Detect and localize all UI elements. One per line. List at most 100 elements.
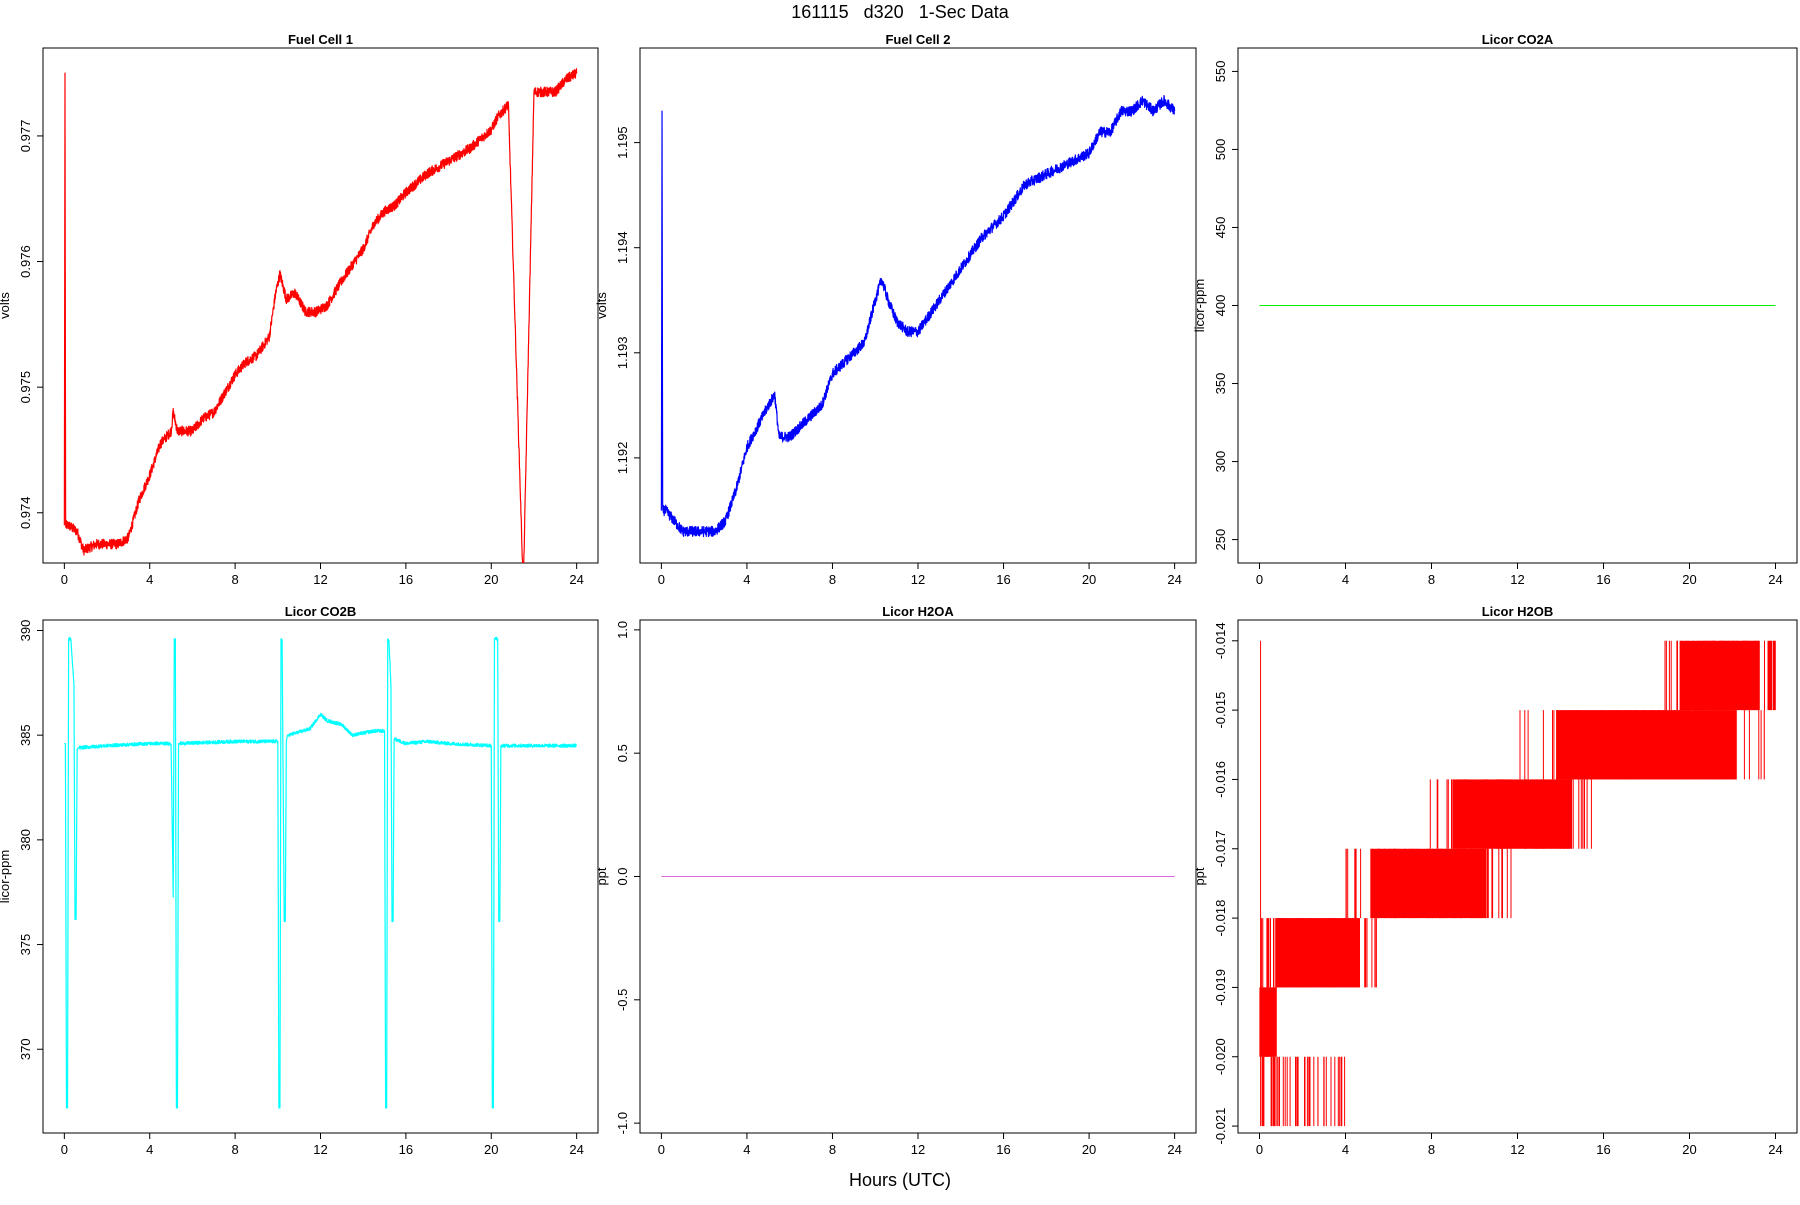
data-band-edges bbox=[1519, 710, 1765, 780]
x-tick-label: 16 bbox=[1596, 572, 1610, 587]
x-tick-label: 8 bbox=[829, 572, 836, 587]
x-tick-label: 20 bbox=[1682, 572, 1696, 587]
data-series-line bbox=[64, 636, 578, 1109]
data-band-edges bbox=[1345, 848, 1512, 919]
y-tick-label: 1.194 bbox=[615, 231, 630, 264]
y-axis-label: ppt bbox=[1192, 867, 1207, 885]
x-tick-label: 24 bbox=[1167, 572, 1181, 587]
y-tick-label: 400 bbox=[1213, 295, 1228, 317]
x-tick-label: 16 bbox=[399, 1142, 413, 1157]
y-tick-label: 370 bbox=[18, 1038, 33, 1060]
y-tick-label: 1.193 bbox=[615, 337, 630, 370]
x-tick-label: 24 bbox=[569, 572, 583, 587]
x-tick-label: 12 bbox=[911, 1142, 925, 1157]
data-band bbox=[1277, 918, 1361, 988]
y-tick-label: 375 bbox=[18, 934, 33, 956]
data-band bbox=[1452, 779, 1572, 849]
y-tick-label: 250 bbox=[1213, 529, 1228, 551]
y-tick-label: 0.0 bbox=[615, 867, 630, 885]
panel-licor_h2oa: Licor H2OA ppt 0 4 8 12 16 20 24 -1.0 -0.5 0.0 0.5 1.… bbox=[594, 604, 1197, 1157]
figure-title: 161115 d320 1-Sec Data bbox=[791, 2, 1009, 22]
data-series-line bbox=[63, 68, 578, 563]
y-tick-label: -0.016 bbox=[1213, 761, 1228, 798]
y-tick-label: -0.5 bbox=[615, 989, 630, 1011]
x-tick-label: 0 bbox=[61, 572, 68, 587]
x-tick-label: 16 bbox=[996, 572, 1010, 587]
panel-title: Licor CO2B bbox=[285, 604, 357, 619]
y-tick-label: 385 bbox=[18, 724, 33, 746]
x-tick-label: 8 bbox=[1428, 1142, 1435, 1157]
panel-title: Fuel Cell 1 bbox=[288, 32, 353, 47]
panel-title: Licor H2OB bbox=[1482, 604, 1554, 619]
x-tick-label: 0 bbox=[658, 1142, 665, 1157]
panel-title: Fuel Cell 2 bbox=[885, 32, 950, 47]
y-tick-label: 1.0 bbox=[615, 621, 630, 639]
data-band-edges bbox=[1261, 918, 1377, 988]
x-tick-label: 16 bbox=[996, 1142, 1010, 1157]
data-band-edges bbox=[1259, 987, 1277, 1057]
panel-fuel_cell_1: Fuel Cell 1 volts 0 4 8 12 16 20 24 0.974 0.975 0.9… bbox=[0, 32, 599, 587]
x-tick-label: 8 bbox=[231, 1142, 238, 1157]
x-tick-label: 24 bbox=[569, 1142, 583, 1157]
x-tick-label: 24 bbox=[1768, 1142, 1782, 1157]
x-tick-label: 24 bbox=[1768, 572, 1782, 587]
x-tick-label: 0 bbox=[1256, 1142, 1263, 1157]
x-tick-label: 8 bbox=[231, 572, 238, 587]
x-tick-label: 20 bbox=[1082, 1142, 1096, 1157]
x-tick-label: 20 bbox=[484, 1142, 498, 1157]
x-tick-label: 4 bbox=[743, 572, 750, 587]
data-band-edges bbox=[1664, 640, 1776, 711]
x-tick-label: 4 bbox=[146, 1142, 153, 1157]
y-tick-label: -0.021 bbox=[1213, 1108, 1228, 1145]
y-axis-label: licor-ppm bbox=[1192, 279, 1207, 332]
x-tick-label: 8 bbox=[1428, 572, 1435, 587]
y-tick-label: 1.195 bbox=[615, 126, 630, 159]
x-tick-label: 0 bbox=[658, 572, 665, 587]
y-tick-label: 500 bbox=[1213, 139, 1228, 161]
x-tick-label: 24 bbox=[1167, 1142, 1181, 1157]
x-tick-label: 12 bbox=[1510, 1142, 1524, 1157]
y-tick-label: -0.018 bbox=[1213, 900, 1228, 937]
x-tick-label: 12 bbox=[313, 1142, 327, 1157]
x-tick-label: 12 bbox=[911, 572, 925, 587]
y-tick-label: 0.975 bbox=[18, 371, 33, 404]
y-tick-label: -0.017 bbox=[1213, 830, 1228, 867]
x-tick-label: 12 bbox=[313, 572, 327, 587]
y-tick-label: 450 bbox=[1213, 217, 1228, 239]
x-tick-label: 4 bbox=[743, 1142, 750, 1157]
x-tick-label: 4 bbox=[1342, 1142, 1349, 1157]
x-tick-label: 20 bbox=[484, 572, 498, 587]
y-axis-label: licor-ppm bbox=[0, 850, 12, 903]
x-tick-label: 4 bbox=[1342, 572, 1349, 587]
x-tick-label: 16 bbox=[1596, 1142, 1610, 1157]
panel-licor_co2a: Licor CO2A licor-ppm 0 4 8 12 16 20 24 250 300 350 4… bbox=[1192, 32, 1798, 587]
x-tick-label: 4 bbox=[146, 572, 153, 587]
x-tick-label: 20 bbox=[1682, 1142, 1696, 1157]
plot-frame bbox=[42, 619, 599, 1134]
y-tick-label: 0.977 bbox=[18, 120, 33, 153]
y-tick-label: 0.976 bbox=[18, 245, 33, 278]
data-band-edges bbox=[1429, 779, 1592, 849]
y-axis-label: ppt bbox=[594, 867, 609, 885]
panel-licor_co2b: Licor CO2B licor-ppm 0 4 8 12 16 20 24 370 375 380 3… bbox=[0, 604, 599, 1157]
y-tick-label: 300 bbox=[1213, 451, 1228, 473]
panel-title: Licor H2OA bbox=[882, 604, 954, 619]
y-tick-label: -0.014 bbox=[1213, 622, 1228, 659]
x-tick-label: 0 bbox=[61, 1142, 68, 1157]
y-tick-label: 550 bbox=[1213, 61, 1228, 83]
panel-licor_h2ob: Licor H2OB ppt 0 4 8 12 16 20 24 -0.021 -0.020 -0.0… bbox=[1192, 604, 1798, 1157]
x-tick-label: 16 bbox=[399, 572, 413, 587]
y-tick-label: 380 bbox=[18, 829, 33, 851]
y-axis-label: volts bbox=[594, 292, 609, 319]
x-tick-label: 8 bbox=[829, 1142, 836, 1157]
x-tick-label: 0 bbox=[1256, 572, 1263, 587]
y-tick-label: 390 bbox=[18, 620, 33, 642]
x-axis-title: Hours (UTC) bbox=[849, 1170, 951, 1190]
data-series-line bbox=[660, 94, 1176, 538]
data-band bbox=[1556, 710, 1737, 780]
y-tick-label: -0.019 bbox=[1213, 969, 1228, 1006]
panel-title: Licor CO2A bbox=[1482, 32, 1554, 47]
y-tick-label: -1.0 bbox=[615, 1112, 630, 1134]
x-tick-label: 12 bbox=[1510, 572, 1524, 587]
